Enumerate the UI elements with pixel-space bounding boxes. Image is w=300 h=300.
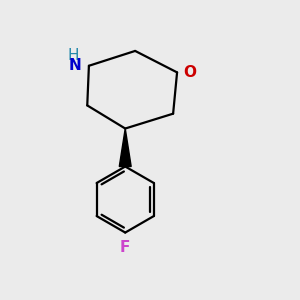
Text: N: N — [69, 58, 81, 73]
Text: H: H — [68, 48, 79, 63]
Text: O: O — [183, 65, 196, 80]
Polygon shape — [119, 128, 131, 167]
Text: F: F — [120, 240, 130, 255]
